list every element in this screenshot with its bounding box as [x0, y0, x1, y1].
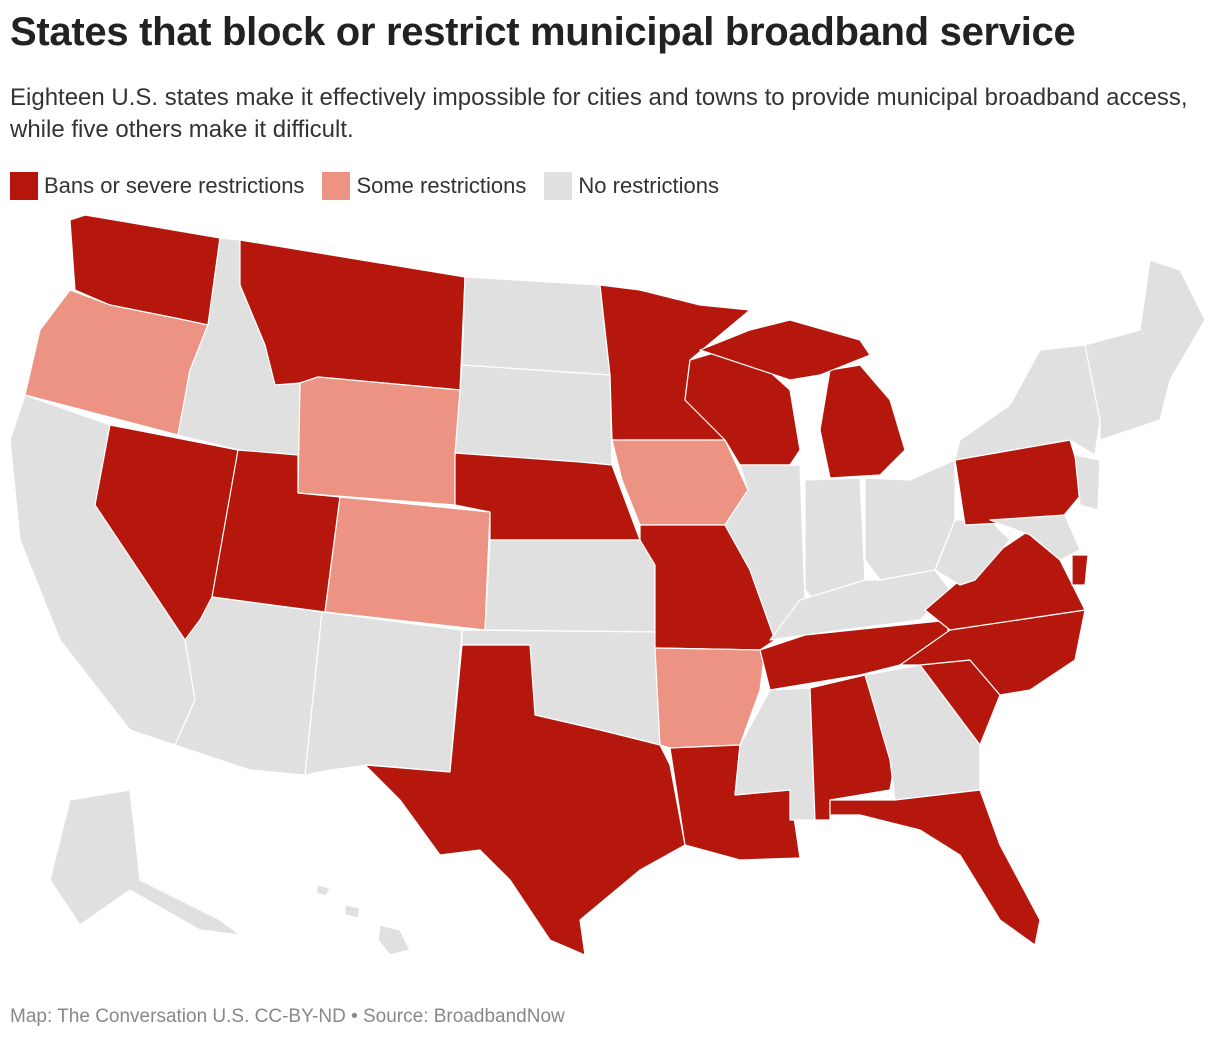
legend-label: Some restrictions — [356, 173, 527, 198]
state-shape — [461, 276, 611, 376]
state-shape — [344, 904, 361, 919]
legend-swatch — [10, 172, 38, 200]
legend-label: Bans or severe restrictions — [44, 173, 305, 198]
state-shape — [297, 376, 461, 506]
state-shape — [454, 364, 613, 466]
state-shape — [324, 496, 491, 631]
title: States that block or restrict municipal … — [10, 10, 1076, 54]
state-shape — [377, 924, 411, 956]
state-shape — [1074, 454, 1101, 511]
state-shape — [934, 519, 1011, 586]
state-shape — [954, 344, 1101, 461]
state-shape — [49, 789, 241, 936]
footer-source: Map: The Conversation U.S. CC-BY-ND • So… — [10, 1006, 565, 1027]
state-shape — [829, 789, 1041, 946]
state-shape — [611, 439, 749, 526]
state-shape — [819, 364, 906, 479]
state-shape — [699, 319, 871, 381]
subtitle: Eighteen U.S. states make it effectively… — [10, 84, 1188, 143]
map — [9, 214, 1206, 956]
state-shape — [304, 611, 463, 776]
state-shape — [1084, 259, 1206, 441]
legend-item: Bans or severe restrictions — [10, 172, 304, 200]
state-shape — [174, 596, 323, 776]
state-shape — [364, 644, 686, 956]
state-shape — [484, 539, 656, 633]
state-shape — [724, 464, 806, 641]
state-shape — [1071, 554, 1089, 586]
legend-label: No restrictions — [578, 173, 719, 198]
state-shape — [315, 884, 331, 897]
legend-item: No restrictions — [544, 172, 719, 200]
legend-item: Some restrictions — [322, 172, 526, 200]
state-shape — [239, 239, 466, 391]
legend-swatch — [322, 172, 351, 200]
state-shape — [804, 477, 866, 601]
legend: Bans or severe restrictions Some restrict… — [10, 172, 719, 200]
legend-swatch — [544, 172, 573, 200]
state-shape — [989, 514, 1081, 561]
